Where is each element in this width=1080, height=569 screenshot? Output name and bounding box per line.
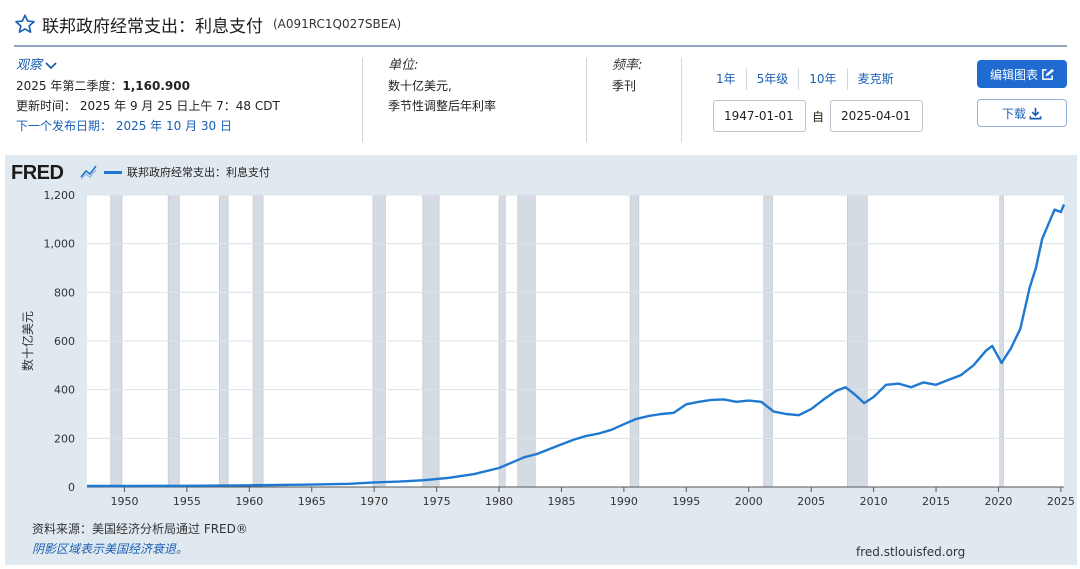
range-1y-button[interactable]: 1年 (706, 68, 747, 90)
title-bar: 联邦政府经常支出：利息支付 (A091RC1Q027SBEA) (14, 10, 401, 38)
divider (681, 58, 682, 142)
x-tick-label: 1950 (110, 495, 138, 508)
frequency-heading: 频率: (612, 58, 643, 73)
fred-logo: FRED (11, 162, 64, 184)
next-release-link[interactable]: 下一个发布日期： 2025 年 10 月 30 日 (16, 119, 232, 133)
x-tick-label: 2010 (860, 495, 888, 508)
page-title: 联邦政府经常支出：利息支付 (42, 16, 263, 37)
start-date-input[interactable]: 1947-01-01 (713, 100, 806, 132)
x-tick-label: 1970 (360, 495, 388, 508)
legend-label: 联邦政府经常支出：利息支付 (127, 166, 270, 179)
chart-legend: 联邦政府经常支出：利息支付 (104, 164, 270, 180)
chevron-down-icon (45, 62, 57, 70)
divider (362, 58, 363, 142)
frequency-value: 季刊 (612, 79, 637, 93)
source-note: 资料来源：美国经济分析局通过 FRED® (32, 522, 248, 536)
range-max-button[interactable]: 麦克斯 (857, 72, 894, 86)
x-tick-label: 2020 (984, 495, 1012, 508)
x-tick-label: 1965 (298, 495, 326, 508)
title-divider (14, 45, 1067, 47)
observation-value: 1,160.900 (122, 79, 190, 93)
observation-block: 观察 2025 年第二季度：1,160.900 更新时间： 2025 年 9 月… (16, 56, 356, 136)
units-block: 单位: 数十亿美元, 季节性调整后年利率 (388, 56, 578, 116)
date-range: 1947-01-01 自 2025-04-01 (713, 100, 924, 132)
x-tick-label: 1980 (485, 495, 513, 508)
recession-note[interactable]: 阴影区域表示美国经济衰退。 (32, 542, 189, 556)
x-tick-label: 2015 (922, 495, 950, 508)
x-tick-label: 2000 (735, 495, 763, 508)
end-date-input[interactable]: 2025-04-01 (830, 100, 924, 132)
date-separator: 自 (812, 109, 825, 124)
x-tick-label: 1955 (173, 495, 201, 508)
x-tick-label: 1985 (547, 495, 575, 508)
y-axis-label: 数十亿美元 (20, 311, 35, 371)
range-selector: 1年 5年级 10年 麦克斯 (706, 66, 904, 92)
x-tick-label: 2025 (1047, 495, 1075, 508)
download-button[interactable]: 下载 (977, 99, 1067, 127)
download-label: 下载 (1001, 106, 1026, 121)
x-tick-label: 2005 (797, 495, 825, 508)
units-line-2: 季节性调整后年利率 (388, 99, 497, 113)
edit-graph-button[interactable]: 编辑图表 (977, 60, 1067, 88)
range-10y-button[interactable]: 10年 (799, 68, 848, 90)
star-icon[interactable] (14, 13, 36, 35)
updated-text: 更新时间： 2025 年 9 月 25 日上午 7：48 CDT (16, 99, 280, 113)
fred-chart-icon (80, 165, 97, 180)
edit-icon (1042, 68, 1054, 80)
edit-graph-label: 编辑图表 (989, 67, 1038, 82)
y-tick-label: 1,000 (44, 238, 76, 251)
series-line (86, 204, 1066, 488)
download-icon (1029, 107, 1042, 119)
series-id: (A091RC1Q027SBEA) (273, 17, 402, 31)
x-tick-label: 1975 (423, 495, 451, 508)
x-tick-label: 1960 (235, 495, 263, 508)
units-line-1: 数十亿美元, (388, 79, 452, 93)
observation-label: 2025 年第二季度： (16, 79, 123, 93)
y-tick-label: 600 (54, 335, 75, 348)
y-tick-label: 400 (54, 384, 75, 397)
y-tick-label: 800 (54, 286, 75, 299)
observation-heading: 观察 (16, 58, 43, 73)
range-5y-button[interactable]: 5年级 (747, 68, 800, 90)
frequency-block: 频率: 季刊 (612, 56, 692, 96)
y-tick-label: 200 (54, 432, 75, 445)
fred-url[interactable]: fred.stlouisfed.org (856, 545, 966, 559)
legend-swatch (104, 170, 122, 174)
y-tick-label: 1,200 (44, 189, 76, 202)
divider (586, 58, 587, 142)
units-heading: 单位: (388, 58, 419, 73)
x-tick-label: 1990 (610, 495, 638, 508)
x-tick-label: 1995 (672, 495, 700, 508)
observation-dropdown[interactable]: 观察 (16, 56, 356, 76)
y-tick-label: 0 (68, 481, 75, 494)
observation-value-row: 2025 年第二季度：1,160.900 (16, 76, 356, 96)
